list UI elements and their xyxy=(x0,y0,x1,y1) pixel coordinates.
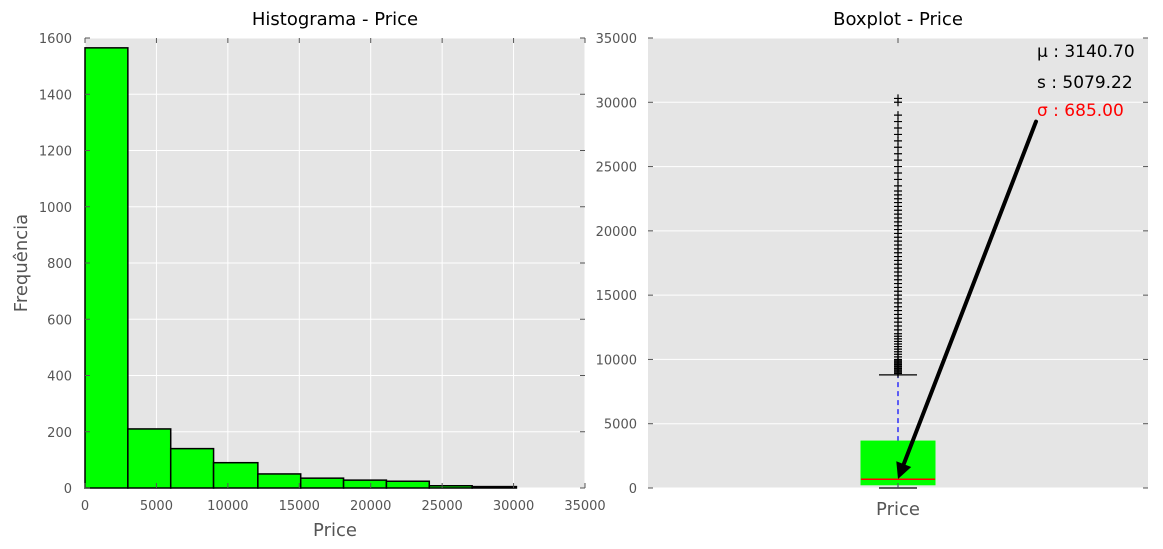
histogram-bar xyxy=(169,447,215,489)
boxplot-y-tick-label: 5000 xyxy=(604,418,637,433)
boxplot-ticks: 0 5000 10000 15000 20000 25000 30000 35000 xyxy=(596,32,1148,497)
histogram-x-axis-label: Price xyxy=(313,520,357,541)
histogram-y-tick-label: 1400 xyxy=(39,88,72,103)
boxplot-y-tick-label: 35000 xyxy=(596,32,637,47)
boxplot-y-tick-label: 0 xyxy=(629,482,637,497)
histogram-bar xyxy=(84,47,129,489)
histogram-x-tick-label: 15000 xyxy=(279,499,320,514)
std-annotation: s : 5079.22 xyxy=(1037,73,1133,93)
histogram-y-tick-label: 0 xyxy=(64,482,72,497)
histogram-bar xyxy=(127,428,172,489)
histogram-bar xyxy=(428,485,473,489)
boxplot-category-label: Price xyxy=(876,499,920,520)
histogram-x-tick-label: 5000 xyxy=(140,499,173,514)
outlier-marker xyxy=(894,111,902,120)
histogram-bar xyxy=(385,480,431,489)
histogram-panel: 0 5000 10000 15000 20000 25000 30000 35000 0 200 4… xyxy=(11,9,606,541)
boxplot-y-tick-label: 25000 xyxy=(596,161,637,176)
annotation-arrow-head xyxy=(896,461,912,479)
histogram-bar xyxy=(342,479,388,489)
histogram-y-tick-label: 200 xyxy=(47,426,72,441)
histogram-y-tick-label: 1200 xyxy=(39,145,72,160)
annotation-arrow xyxy=(896,119,1038,479)
histogram-x-tick-label: 25000 xyxy=(421,499,462,514)
histogram-bar xyxy=(299,477,345,489)
histogram-x-tick-label: 30000 xyxy=(493,499,534,514)
boxplot-y-tick-label: 20000 xyxy=(596,225,637,240)
boxplot-y-tick-label: 10000 xyxy=(596,353,637,368)
boxplot-y-tick-label: 30000 xyxy=(596,96,637,111)
boxplot-y-tick-label: 15000 xyxy=(596,289,637,304)
histogram-title: Histograma - Price xyxy=(252,9,418,30)
histogram-ticks: 0 5000 10000 15000 20000 25000 30000 35000 0 200 4… xyxy=(39,32,606,514)
boxplot-outliers xyxy=(894,94,902,378)
histogram-bar xyxy=(471,485,518,489)
histogram-x-tick-label: 35000 xyxy=(564,499,605,514)
boxplot-title: Boxplot - Price xyxy=(833,9,963,30)
histogram-bar xyxy=(212,461,259,489)
histogram-bars xyxy=(84,47,518,489)
mean-annotation: μ : 3140.70 xyxy=(1037,42,1135,62)
histogram-y-tick-label: 1000 xyxy=(39,201,72,216)
annotation-arrow-shaft xyxy=(901,119,1038,467)
outlier-marker xyxy=(894,94,902,103)
histogram-x-tick-label: 20000 xyxy=(350,499,391,514)
histogram-bar xyxy=(257,473,302,489)
sigma-annotation: σ : 685.00 xyxy=(1037,101,1124,121)
boxplot-panel: 0 5000 10000 15000 20000 25000 30000 35000 Boxp… xyxy=(596,9,1148,520)
histogram-y-tick-label: 400 xyxy=(47,370,72,385)
histogram-y-tick-label: 800 xyxy=(47,257,72,272)
histogram-y-tick-label: 1600 xyxy=(39,32,72,47)
histogram-x-tick-label: 10000 xyxy=(207,499,248,514)
histogram-x-tick-label: 0 xyxy=(81,499,89,514)
histogram-y-tick-label: 600 xyxy=(47,313,72,328)
histogram-y-axis-label: Frequência xyxy=(11,214,32,312)
